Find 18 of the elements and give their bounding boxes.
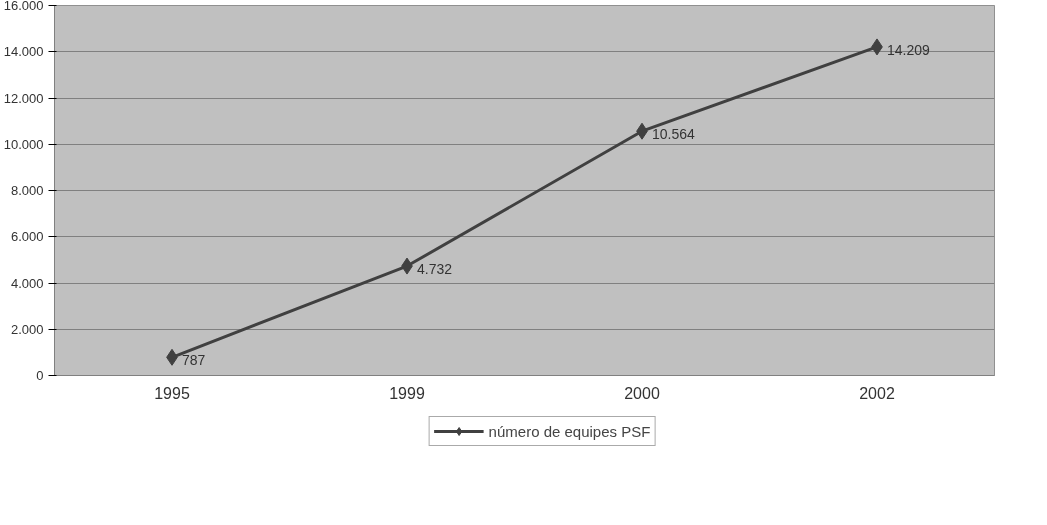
y-tick-label: 14.000	[3, 44, 44, 60]
y-tick-label: 16.000	[3, 0, 44, 13]
y-tick-label: 10.000	[3, 136, 44, 152]
y-tick-label: 8.000	[10, 183, 44, 198]
y-tick-label: 6.000	[10, 229, 44, 245]
data-label: 14.209	[887, 41, 931, 58]
legend-label: número de equipes PSF	[488, 422, 651, 440]
x-tick-label: 1995	[154, 384, 190, 402]
y-tick-label: 2.000	[10, 321, 44, 337]
y-tick-label: 0	[36, 368, 44, 383]
data-label: 4.732	[417, 261, 453, 278]
y-tick-label: 4.000	[10, 275, 44, 291]
x-tick-label: 2000	[624, 384, 660, 402]
y-tick-label: 12.000	[3, 90, 44, 106]
data-label: 787	[182, 352, 206, 369]
data-label: 10.564	[652, 126, 696, 143]
x-tick-label: 2002	[859, 384, 895, 402]
x-tick-label: 1999	[389, 384, 425, 402]
